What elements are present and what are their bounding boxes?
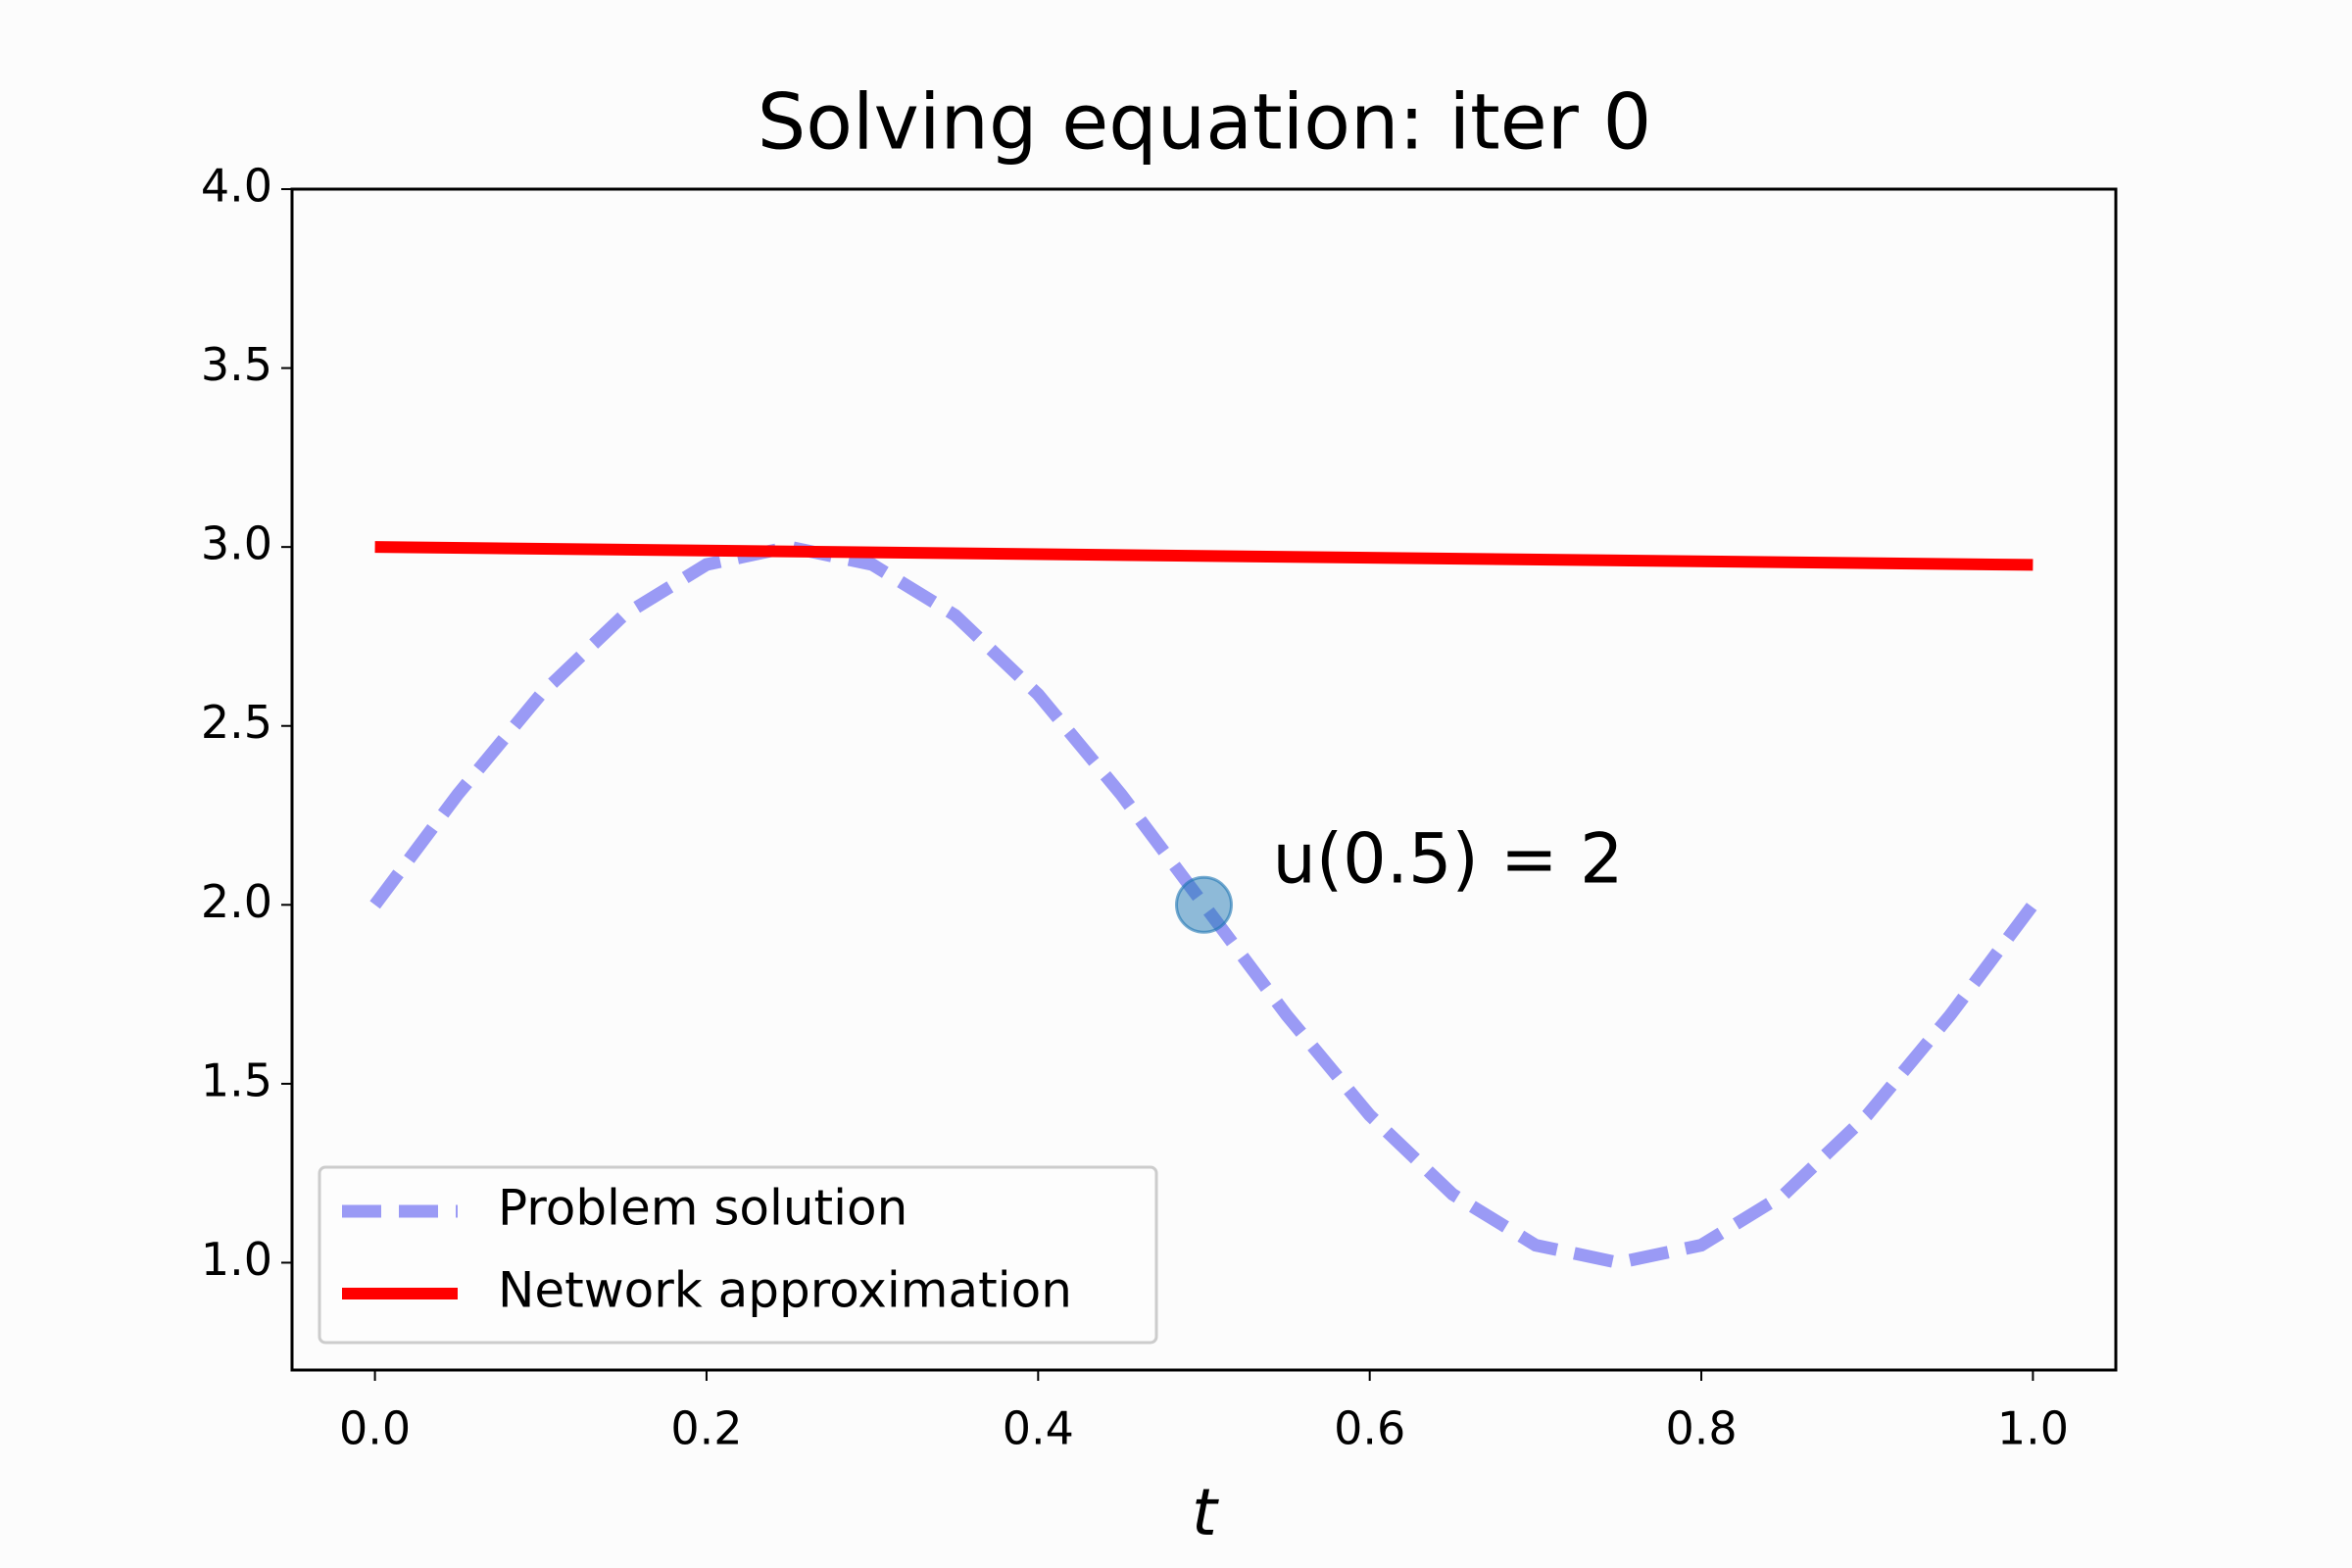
annotation-point — [1175, 875, 1233, 934]
plot-frame — [290, 187, 2118, 1372]
y-tick-label: 4.0 — [201, 160, 272, 213]
y-tick-label: 1.0 — [201, 1233, 272, 1286]
x-tick-label: 0.4 — [1003, 1402, 1074, 1455]
y-tick-label: 3.0 — [201, 517, 272, 570]
x-tick-label: 0.6 — [1334, 1402, 1405, 1455]
legend-label: Network approximation — [498, 1262, 1072, 1319]
x-tick-label: 1.0 — [1997, 1402, 2069, 1455]
line-series — [374, 541, 2034, 571]
line-series — [369, 540, 2038, 1270]
legend-label: Problem solution — [498, 1180, 907, 1237]
annotation-text: u(0.5) = 2 — [1273, 818, 1624, 899]
legend-box — [318, 1165, 1158, 1345]
x-tick-label: 0.2 — [670, 1402, 742, 1455]
x-axis-label: t — [1192, 1475, 1219, 1550]
x-tick-label: 0.8 — [1665, 1402, 1737, 1455]
y-tick-label: 2.5 — [201, 696, 272, 749]
chart-title: Solving equation: iter 0 — [758, 78, 1651, 167]
y-tick-label: 2.0 — [201, 875, 272, 928]
x-tick-label: 0.0 — [339, 1402, 411, 1455]
y-tick-label: 1.5 — [201, 1054, 272, 1106]
y-tick-label: 3.5 — [201, 338, 272, 391]
